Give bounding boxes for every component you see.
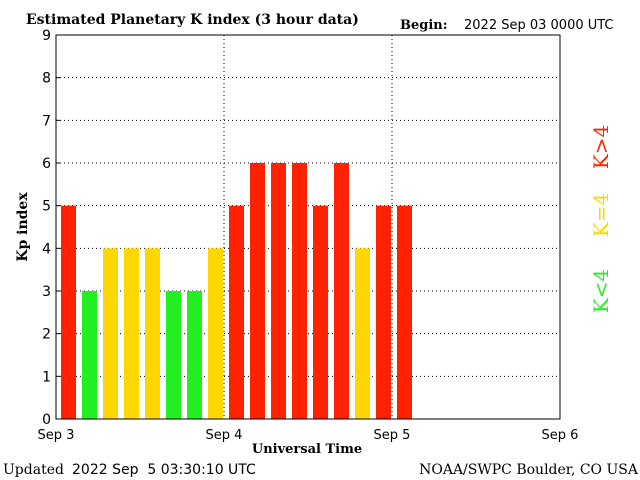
bars-group <box>61 163 412 419</box>
kp-bar <box>124 248 139 419</box>
kp-bar <box>145 248 160 419</box>
y-tick-label: 0 <box>42 412 51 428</box>
kp-bar <box>187 291 202 419</box>
kp-bar <box>61 205 76 419</box>
kp-bar <box>229 205 244 419</box>
x-tick-label: Sep 4 <box>206 428 243 443</box>
grid-lines <box>56 35 560 419</box>
y-tick-label: 6 <box>42 156 51 172</box>
chart-title: Estimated Planetary K index (3 hour data… <box>26 12 359 28</box>
y-tick-label: 3 <box>42 284 51 300</box>
begin-date: 2022 Sep 03 0000 UTC <box>464 18 614 33</box>
kp-bar <box>313 205 328 419</box>
kp-bar <box>355 248 370 419</box>
y-tick-label: 7 <box>42 113 51 129</box>
updated-timestamp: 2022 Sep 5 03:30:10 UTC <box>72 462 256 478</box>
y-tick-labels: 0 1 2 3 4 5 6 7 8 9 <box>42 28 60 428</box>
y-tick-label: 5 <box>42 199 51 215</box>
y-tick-label: 9 <box>42 28 51 44</box>
source-credit: NOAA/SWPC Boulder, CO USA <box>419 462 639 478</box>
y-tick-label: 2 <box>42 327 51 343</box>
kp-bar <box>292 163 307 419</box>
kp-bar <box>397 205 412 419</box>
y-tick-label: 1 <box>42 369 51 385</box>
plot-frame <box>55 34 561 420</box>
updated-label: Updated <box>3 462 64 478</box>
x-tick-label: Sep 6 <box>542 428 579 443</box>
y-tick-label: 8 <box>42 71 51 87</box>
kp-bar <box>271 163 286 419</box>
kp-bar <box>208 248 223 419</box>
kp-bar <box>250 163 265 419</box>
kp-bar <box>82 291 97 419</box>
begin-label: Begin: <box>400 18 448 33</box>
kp-bar <box>334 163 349 419</box>
x-axis-label: Universal Time <box>252 442 362 457</box>
x-tick-label: Sep 3 <box>38 428 75 443</box>
y-axis-label: Kp index <box>15 192 31 262</box>
legend-low: K<4 <box>589 269 613 313</box>
kp-bar <box>376 205 391 419</box>
legend-mid: K=4 <box>589 193 613 237</box>
kp-bar <box>166 291 181 419</box>
x-tick-labels: Sep 3 Sep 4 Sep 5 Sep 6 <box>38 428 579 443</box>
kp-bar <box>103 248 118 419</box>
y-tick-label: 4 <box>42 241 51 257</box>
x-tick-label: Sep 5 <box>374 428 411 443</box>
legend-high: K>4 <box>589 125 613 169</box>
